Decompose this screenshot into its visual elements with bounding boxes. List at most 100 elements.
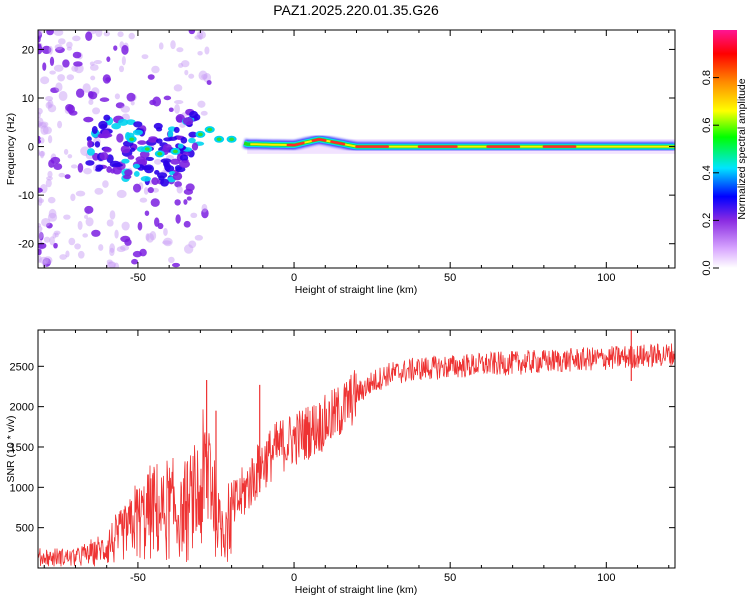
cluster-blob [173,126,180,134]
noise-blob [89,64,99,71]
noise-blob [168,107,174,112]
noise-blob [121,56,126,66]
noise-blob [200,110,208,116]
noise-blob [139,197,148,203]
cluster-blob [133,170,140,177]
cluster-blob [189,110,199,119]
noise-blob [106,56,111,62]
noise-blob [88,99,94,105]
noise-blob [194,234,203,241]
noise-blob [63,214,71,220]
cluster-peak-core [216,137,222,142]
cluster-blob [120,145,131,154]
noise-blob [38,222,42,228]
noise-blob [204,46,210,55]
noise-blob [116,133,124,143]
noise-blob [53,30,64,36]
noise-blob [85,217,94,227]
noise-blob [82,83,91,93]
noise-blob [194,35,202,40]
noise-blob [58,90,68,101]
noise-blob [77,220,83,231]
noise-blob [132,183,142,193]
noise-blob [124,238,132,246]
x-tick-label: 100 [597,272,615,284]
cluster-blob [87,140,93,148]
colorbar-axis: 0.0 0.2 0.4 0.6 0.8 [701,70,719,276]
noise-blob [53,242,58,249]
snr-axes: -50 0 50 100 500 1000 1500 2000 2500 [10,330,675,584]
noise-blob [83,167,92,175]
noise-blob [131,258,139,265]
noise-blob [201,203,208,213]
noise-blob [188,73,195,79]
cluster-blob [168,136,178,141]
cluster-blob [188,137,196,144]
cluster-blob [127,155,135,160]
cluster-blob [112,163,123,168]
colorbar-label: Normalized spectral amplitude [736,78,748,219]
cluster-blob [155,138,163,144]
noise-blob [84,214,89,219]
noise-blob [120,105,131,113]
cluster-blob [160,158,172,164]
noise-blob [58,172,66,178]
noise-blob [63,148,69,155]
colorbar [713,30,737,268]
cluster-blob [97,133,104,139]
x-tick-label: -50 [130,272,146,284]
noise-blob [47,135,53,144]
noise-blob [82,233,89,238]
noise-blob [43,236,51,243]
noise-blob [38,135,41,141]
noise-blob [47,170,53,178]
noise-blob [34,25,43,30]
noise-blob [117,31,124,38]
noise-blob [39,256,49,264]
noise-blob [109,210,116,220]
cluster-blob [172,172,183,181]
noise-blob [183,220,191,228]
cluster-blob [160,178,169,187]
y-tick-label: 1500 [10,442,34,454]
noise-blob [70,193,76,202]
noise-blob [103,31,111,37]
noise-blob [38,198,44,204]
noise-blob [74,243,81,250]
cluster-blob [112,165,122,175]
noise-blob [185,183,195,192]
noise-blob [42,62,47,71]
noise-blob [72,35,81,42]
cluster-peak-core [207,127,213,132]
noise-blob [47,104,57,113]
cluster-blob [118,118,129,126]
x-tick-label: 50 [444,272,456,284]
colorbar-tick-label: 0.6 [701,118,713,133]
y-tick-label: 10 [22,93,34,105]
cluster-blob [98,120,108,130]
noise-blob [201,74,208,80]
cluster-blob [175,166,186,173]
noise-blob [67,154,73,159]
noise-blob [116,246,126,253]
cluster-blob [135,156,146,163]
noise-blob [40,125,49,135]
x-tick-label: 50 [444,572,456,584]
cluster-blob [182,117,194,126]
cluster-blob [147,137,158,143]
noise-blob [65,250,70,258]
noise-blob [175,214,181,224]
noise-blob [141,54,149,60]
noise-blob [53,64,64,72]
cluster-blob [85,160,95,166]
noise-blob [190,212,198,218]
noise-blob [53,230,61,235]
snr-line [38,343,675,567]
noise-blob [173,84,183,92]
cluster-blob [177,143,184,149]
noise-blob [130,100,135,106]
noise-blob [88,91,98,100]
cluster-blob [141,165,153,171]
noise-blob [163,237,173,247]
